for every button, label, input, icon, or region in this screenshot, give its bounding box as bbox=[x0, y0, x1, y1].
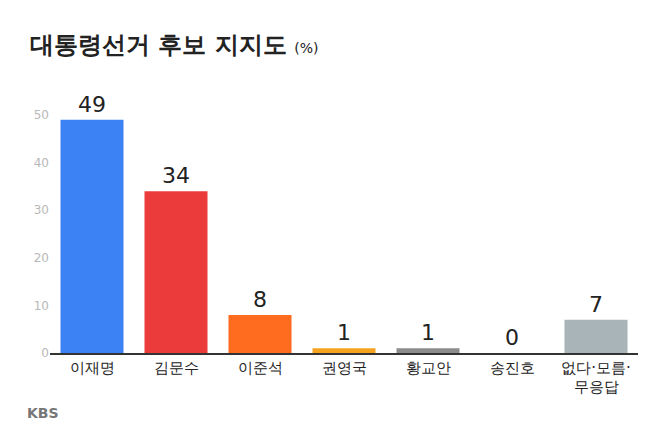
svg-text:KBS: KBS bbox=[27, 405, 59, 421]
svg-text:0: 0 bbox=[41, 346, 49, 360]
svg-text:49: 49 bbox=[78, 92, 106, 117]
svg-text:이재명: 이재명 bbox=[70, 359, 115, 377]
svg-text:30: 30 bbox=[34, 203, 49, 217]
svg-text:김문수: 김문수 bbox=[154, 359, 199, 377]
svg-text:없다·모름·무응답: 없다·모름·무응답 bbox=[561, 359, 631, 397]
svg-text:1: 1 bbox=[337, 320, 351, 345]
svg-text:황교안: 황교안 bbox=[406, 359, 451, 377]
svg-text:7: 7 bbox=[589, 292, 603, 317]
svg-text:1: 1 bbox=[421, 320, 435, 345]
svg-text:20: 20 bbox=[34, 251, 49, 265]
svg-text:34: 34 bbox=[162, 163, 190, 188]
svg-text:송진호: 송진호 bbox=[490, 359, 535, 377]
svg-text:50: 50 bbox=[34, 108, 49, 122]
svg-text:권영국: 권영국 bbox=[322, 359, 367, 377]
svg-text:40: 40 bbox=[34, 156, 49, 170]
svg-text:이준석: 이준석 bbox=[238, 359, 283, 377]
svg-text:0: 0 bbox=[505, 325, 519, 350]
svg-text:8: 8 bbox=[253, 287, 267, 312]
svg-text:10: 10 bbox=[34, 299, 49, 313]
svg-text:대통령선거 후보 지지도 (%): 대통령선거 후보 지지도 (%) bbox=[30, 31, 319, 59]
